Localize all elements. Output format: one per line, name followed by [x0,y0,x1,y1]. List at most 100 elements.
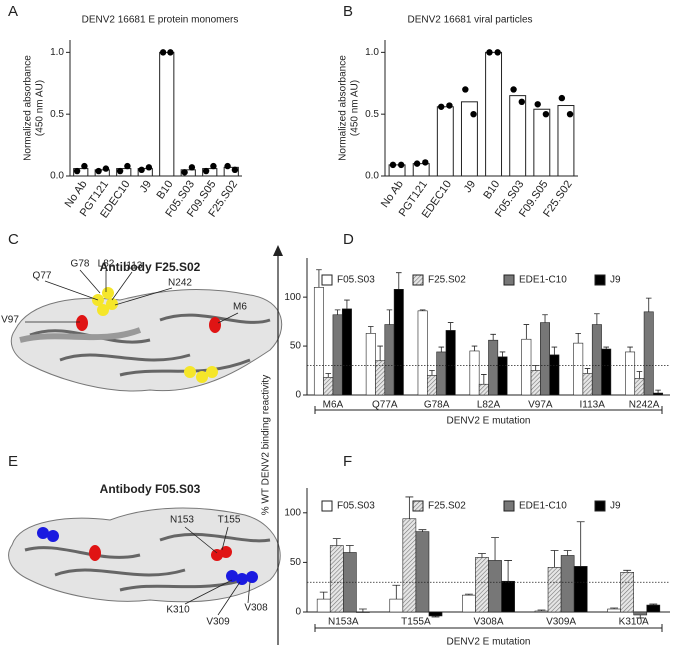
legend-label: F05.S03 [337,501,375,512]
replicate-dot [224,162,231,170]
y-tick-label: 50 [290,341,302,352]
error-bar [550,550,559,568]
replicate-dot [202,167,210,175]
error-bar [610,607,619,610]
structure-e [8,507,281,603]
bar [137,168,153,177]
replicate-dot [397,161,405,169]
x-tick-label: N242A [629,400,660,411]
bar [634,378,645,396]
y-axis-label: (450 nm AU) [35,80,46,136]
bar [607,608,621,613]
bar [633,611,648,616]
replicate-dot [534,101,541,108]
legend-swatch [503,500,515,512]
residue-label: T155 [218,515,241,526]
bar [501,580,515,613]
replicate-dot [566,110,574,118]
legend-swatch [412,500,424,512]
y-tick-label: 0 [295,390,301,401]
bar [646,604,661,613]
replicate-dot [145,164,153,171]
replicate-dot [558,94,566,102]
residue-label: L82 [98,259,115,270]
legend-swatch [321,274,333,286]
error-bar [481,374,487,385]
y-tick-label: 50 [290,557,302,568]
error-bar [636,614,645,619]
replicate-dot [116,167,124,175]
y-tick-label: 100 [284,507,301,518]
x-tick-label: L82A [477,400,501,411]
replicate-dot [413,160,421,167]
x-tick-label: V308A [473,617,503,628]
error-bar [447,322,454,331]
error-bar [523,324,530,340]
legend-swatch [503,274,515,286]
y-tick-label: 0 [295,607,301,618]
replicate-dot [470,110,477,118]
error-bar [623,569,632,573]
legend-swatch [321,500,333,512]
error-bar [636,371,643,379]
bar [116,168,132,177]
error-bar [478,553,486,558]
x-tick-label: J9 [462,179,478,195]
replicate-dot [510,86,517,93]
error-bar [655,389,661,394]
replicate-dot [81,162,88,170]
error-bar [471,345,478,351]
error-bar [395,272,402,290]
bar [601,348,612,396]
error-bar [332,538,341,546]
bar [478,383,489,396]
replicate-dot [124,162,131,170]
bar [591,324,602,396]
bar [547,567,562,613]
replicate-dot [159,49,167,56]
bar [316,598,331,613]
bar [573,342,584,396]
error-bar [419,309,426,311]
replicate-dot [102,165,110,172]
error-bar [345,545,354,553]
bar [365,333,376,396]
bar [393,289,404,396]
residue-label: V309 [206,617,230,628]
bar [180,169,196,177]
bar [469,350,480,396]
replicate-dot [446,102,453,109]
error-bar [563,550,572,556]
bar [388,164,406,177]
error-bar [603,346,610,350]
bar [417,310,428,396]
bar [460,101,478,177]
replicate-dot [95,167,102,175]
pointer-lines-c [25,269,239,324]
error-bar [551,346,558,355]
bar [462,594,476,613]
chart-title: DENV2 16681 E protein monomers [82,15,239,26]
chart-title: DENV2 16681 viral particles [407,15,532,26]
structure-title: Antibody F25.S02 [100,260,201,274]
error-bar [490,333,496,341]
x-bracket [314,406,663,414]
bar [475,557,489,613]
bar [488,560,502,613]
error-bar [392,584,401,600]
error-bar [645,297,652,312]
residue-spheres-e [37,527,258,585]
bar [402,518,417,613]
bar [582,373,593,396]
x-tick-label: K310A [619,617,649,628]
replicate-dot [462,86,469,93]
bar [341,308,352,396]
legend-swatch [594,274,606,286]
replicate-dot [542,110,550,118]
bar [549,354,560,396]
error-bar [319,591,328,600]
y-axis-label: Normalized absorbance [23,55,34,161]
replicate-dot [181,169,188,176]
x-tick-label: T155A [401,617,431,628]
replicate-dot [138,166,145,174]
